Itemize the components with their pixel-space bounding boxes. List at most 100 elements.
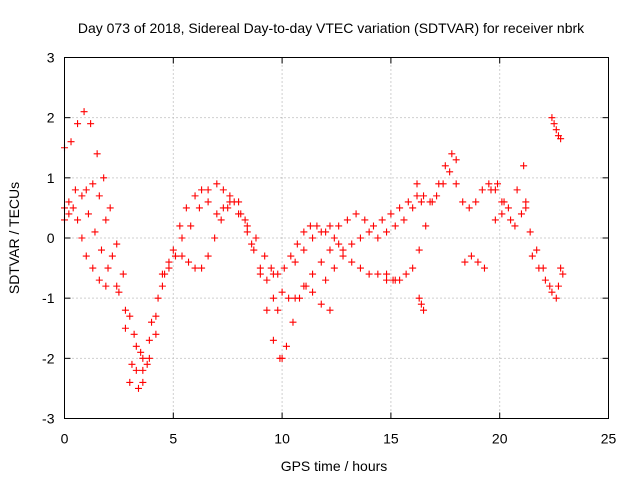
data-point	[282, 342, 290, 350]
data-point	[546, 282, 554, 290]
data-point	[95, 192, 103, 200]
data-point	[517, 210, 525, 218]
data-point	[300, 246, 308, 254]
data-point	[169, 246, 177, 254]
data-point	[513, 186, 521, 194]
data-point	[293, 240, 301, 248]
data-point	[137, 348, 145, 356]
data-point	[528, 252, 536, 260]
data-point	[552, 126, 560, 134]
data-point	[287, 252, 295, 260]
data-point	[289, 318, 297, 326]
data-point	[191, 192, 199, 200]
x-axis-label: GPS time / hours	[281, 458, 388, 474]
data-point	[106, 204, 114, 212]
data-point	[269, 336, 277, 344]
data-point	[474, 258, 482, 266]
data-point	[383, 276, 391, 284]
data-point	[511, 222, 519, 230]
x-tick-label: 15	[383, 431, 399, 447]
data-point	[217, 216, 225, 224]
data-point	[152, 330, 160, 338]
data-point	[417, 198, 425, 206]
data-point	[522, 198, 530, 206]
data-point	[139, 354, 147, 362]
data-point	[322, 276, 330, 284]
data-point	[145, 354, 153, 362]
data-point	[504, 204, 512, 212]
data-point	[559, 270, 567, 278]
axis-ticks	[64, 57, 609, 419]
data-point	[198, 186, 206, 194]
data-point	[487, 186, 495, 194]
y-tick-label: 3	[47, 50, 55, 66]
data-point	[95, 276, 103, 284]
data-point	[343, 216, 351, 224]
data-point	[420, 192, 428, 200]
data-point	[296, 294, 304, 302]
data-point	[121, 324, 129, 332]
data-point	[154, 294, 162, 302]
x-tick-label: 20	[492, 431, 508, 447]
data-point	[383, 228, 391, 236]
data-point	[108, 252, 116, 260]
data-point	[126, 378, 134, 386]
data-point	[309, 270, 317, 278]
data-point	[243, 228, 251, 236]
data-point	[339, 252, 347, 260]
data-point	[278, 288, 286, 296]
data-point	[274, 306, 282, 314]
data-point	[119, 270, 127, 278]
data-point	[415, 294, 423, 302]
data-point	[557, 135, 565, 143]
data-point	[387, 210, 395, 218]
data-point	[326, 306, 334, 314]
data-point	[139, 378, 147, 386]
data-point	[467, 252, 475, 260]
data-point	[522, 204, 530, 212]
data-point	[269, 294, 277, 302]
data-point	[317, 300, 325, 308]
data-point	[339, 246, 347, 254]
data-point	[67, 138, 75, 146]
data-point	[132, 342, 140, 350]
data-point	[134, 384, 142, 392]
data-point	[87, 120, 95, 128]
data-point	[433, 192, 441, 200]
data-point	[400, 216, 408, 224]
data-point	[361, 216, 369, 224]
data-point	[535, 264, 543, 272]
data-point	[409, 204, 417, 212]
data-point	[552, 294, 560, 302]
data-point	[82, 186, 90, 194]
data-point	[100, 174, 108, 182]
data-point	[291, 258, 299, 266]
data-point	[224, 204, 232, 212]
data-point	[148, 318, 156, 326]
data-point	[256, 264, 264, 272]
data-point	[204, 186, 212, 194]
data-point	[391, 222, 399, 230]
data-point	[128, 360, 136, 368]
data-point	[89, 180, 97, 188]
data-point	[74, 120, 82, 128]
data-point	[326, 246, 334, 254]
data-point	[461, 258, 469, 266]
data-point	[158, 282, 166, 290]
data-point	[185, 258, 193, 266]
data-point	[548, 114, 556, 122]
data-point	[404, 198, 412, 206]
data-point	[248, 240, 256, 248]
data-point	[309, 288, 317, 296]
data-point	[378, 216, 386, 224]
data-point	[102, 282, 110, 290]
data-point	[145, 336, 153, 344]
data-point	[417, 300, 425, 308]
data-point	[554, 282, 562, 290]
data-point	[97, 246, 105, 254]
data-point	[69, 204, 77, 212]
data-point	[374, 234, 382, 242]
data-point	[126, 312, 134, 320]
y-tick-label: -3	[42, 411, 55, 427]
